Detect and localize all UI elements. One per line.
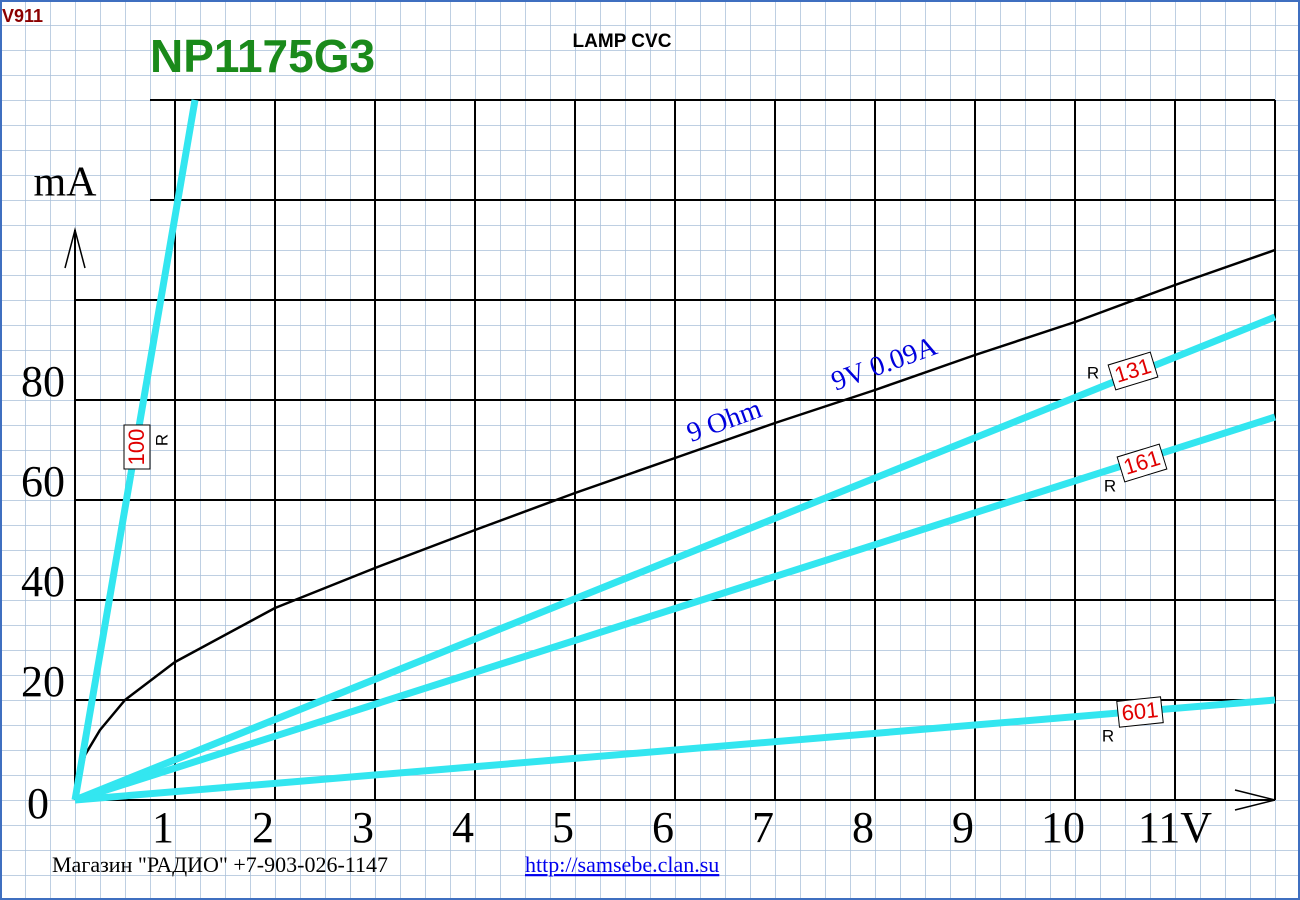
x-tick-label: 10: [1041, 803, 1085, 852]
series-line: [73, 313, 1277, 804]
y-tick-label: 40: [21, 557, 65, 606]
y-tick-label: 20: [21, 657, 65, 706]
series-line: [73, 413, 1277, 804]
legend-label: 601: [1120, 697, 1159, 726]
x-tick-label: 7: [752, 803, 774, 852]
series-tag: 601: [1116, 696, 1164, 728]
y-arrow: [64, 227, 86, 269]
x-tick-label: 11V: [1138, 803, 1212, 852]
x-tick-label: 1: [152, 803, 174, 852]
y-tick-label: 60: [21, 457, 65, 506]
chart-subtitle: LAMP CVC: [573, 31, 672, 52]
link[interactable]: http://samsebe.clan.su: [525, 852, 719, 877]
tag-box: [1107, 351, 1159, 391]
chart-title: NP1175G3: [150, 30, 375, 82]
footer: Магазин "РАДИО" +7-903-026-1147: [52, 852, 388, 877]
x-tick-label: 6: [652, 803, 674, 852]
legend-label: 100: [124, 429, 149, 466]
y-tick-label: 0: [27, 779, 49, 828]
tag-box: [1116, 443, 1168, 483]
x-tick-label: 8: [852, 803, 874, 852]
x-tick-label: 5: [552, 803, 574, 852]
y-tick-label: 80: [21, 357, 65, 406]
tag-prefix: R: [152, 434, 171, 446]
series-tag: 100: [123, 424, 151, 470]
x-tick-label: 4: [452, 803, 474, 852]
tag-prefix: R: [1102, 726, 1114, 745]
x-tick-label: 3: [352, 803, 374, 852]
series-line: [73, 248, 1276, 801]
series-line: [74, 696, 1276, 804]
tag-box: [1116, 696, 1164, 728]
tag-prefix: R: [1087, 363, 1099, 382]
x-tick-label: 2: [252, 803, 274, 852]
tag-prefix: R: [1104, 476, 1116, 495]
x-tick-label: 9: [952, 803, 974, 852]
code: V911: [2, 6, 43, 26]
tag-box: [123, 424, 151, 470]
y-axis-label: mA: [34, 160, 98, 206]
